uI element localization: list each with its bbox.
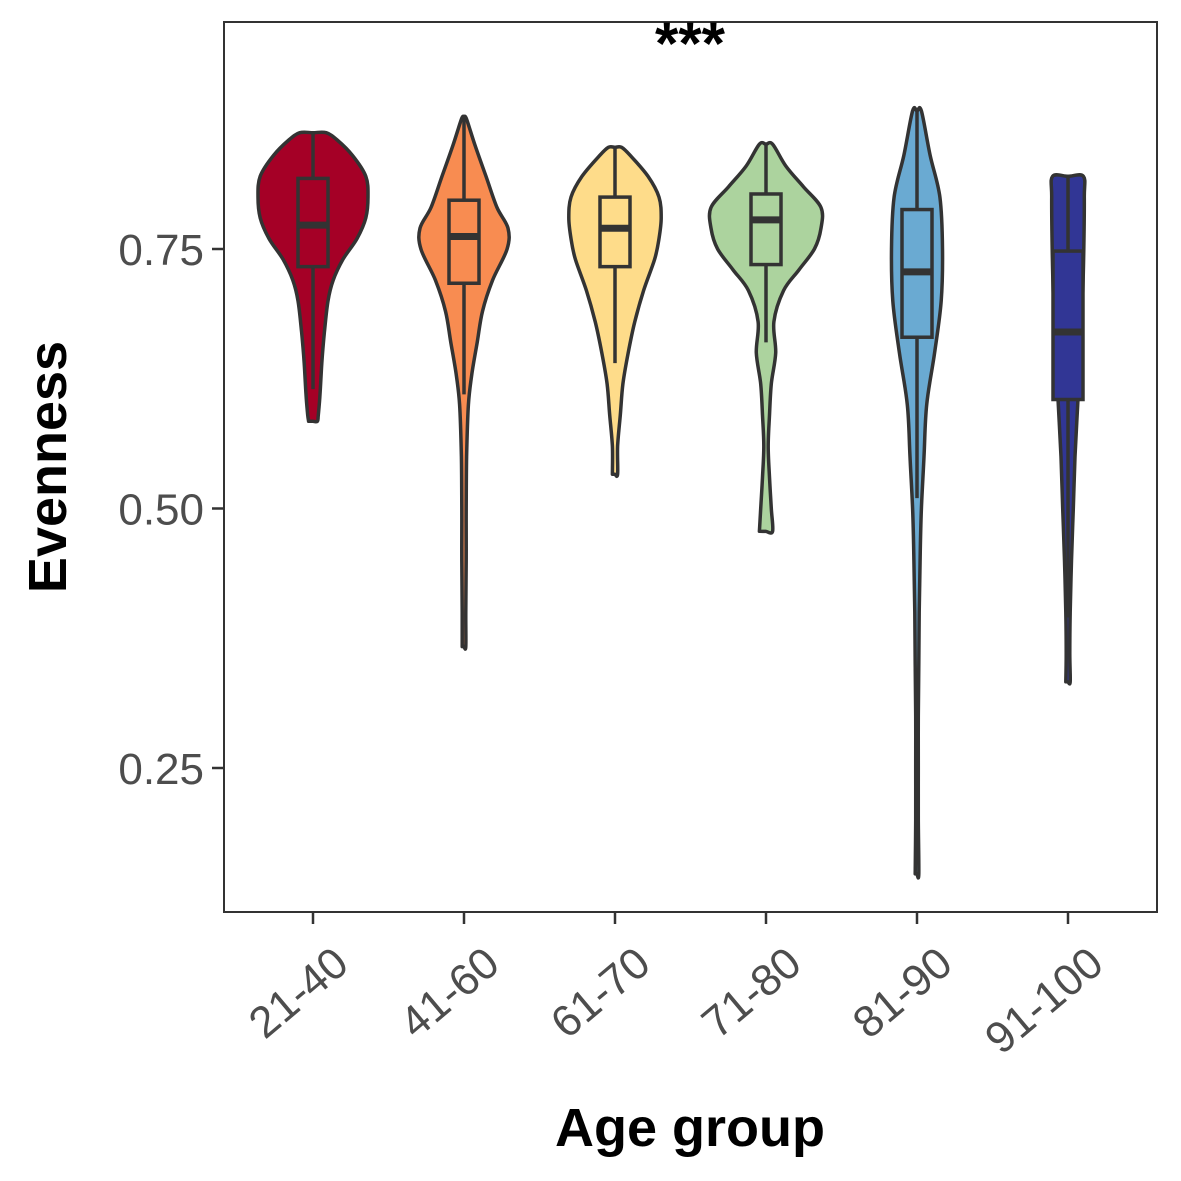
plot-panel-border: [223, 21, 1158, 913]
x-axis-title: Age group: [555, 1098, 825, 1158]
violin-group-41-60: [417, 114, 511, 651]
y-tick-label: 0.25: [118, 745, 204, 794]
y-tick-label: 0.75: [118, 226, 204, 275]
boxplot-box-71-80: [749, 192, 783, 267]
violins-layer: [256, 105, 1087, 880]
violin-group-71-80: [707, 140, 825, 535]
y-axis: 0.25 0.50 0.75: [118, 226, 224, 794]
violin-group-21-40: [256, 130, 370, 424]
violin-group-91-100: [1049, 173, 1087, 686]
boxplot-box-41-60: [447, 198, 481, 286]
y-tick-label: 0.50: [118, 486, 204, 535]
significance-annotation: ***: [655, 10, 726, 77]
y-axis-title: Evenness: [18, 341, 78, 593]
violin-group-61-70: [567, 144, 663, 479]
boxplot-box-61-70: [598, 195, 632, 269]
boxplot-box-91-100: [1051, 249, 1085, 402]
violin-group-81-90: [889, 105, 945, 880]
